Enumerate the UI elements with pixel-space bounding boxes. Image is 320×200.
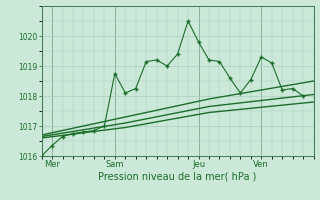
X-axis label: Pression niveau de la mer( hPa ): Pression niveau de la mer( hPa ) (99, 172, 257, 182)
